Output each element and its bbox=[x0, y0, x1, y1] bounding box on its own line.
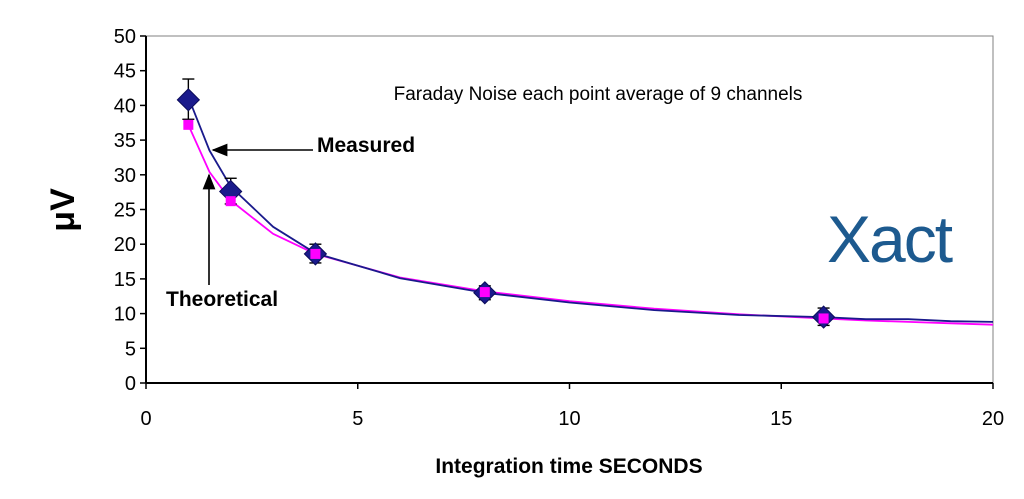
theoretical-point bbox=[310, 248, 321, 259]
theoretical-point bbox=[225, 196, 236, 207]
series-line-measured bbox=[187, 96, 994, 323]
y-tick-label: 10 bbox=[114, 304, 136, 326]
theoretical-point bbox=[479, 287, 490, 298]
series-label-measured: Measured bbox=[317, 134, 415, 157]
xact-logo-text: Xact bbox=[827, 202, 953, 276]
y-tick-label: 35 bbox=[114, 130, 136, 152]
y-tick-label: 30 bbox=[114, 165, 136, 187]
axes bbox=[140, 35, 994, 389]
x-tick-label: 15 bbox=[770, 408, 792, 430]
theoretical-point bbox=[818, 313, 829, 324]
series-layer bbox=[176, 78, 994, 329]
chart-annotation: Faraday Noise each point average of 9 ch… bbox=[394, 84, 803, 105]
x-axis-label: Integration time SECONDS bbox=[435, 455, 702, 478]
x-tick-label: 20 bbox=[982, 408, 1004, 430]
series-label-theoretical: Theoretical bbox=[166, 288, 278, 311]
y-tick-label: 40 bbox=[114, 95, 136, 117]
measured-point bbox=[176, 88, 201, 112]
tick-labels: 0 5 10 15 20 25 30 35 40 45 50 0 5 10 15 20 bbox=[114, 26, 1004, 430]
xact-logo: Xact bbox=[827, 202, 955, 276]
y-tick-label: 45 bbox=[114, 61, 136, 83]
y-tick-label: 15 bbox=[114, 269, 136, 291]
y-tick-label: 50 bbox=[114, 26, 136, 48]
y-tick-label: 0 bbox=[125, 373, 136, 395]
series-line-theoretical bbox=[187, 124, 994, 326]
theoretical-point bbox=[183, 119, 194, 130]
x-tick-label: 5 bbox=[352, 408, 363, 430]
y-axis-label: μV bbox=[44, 188, 82, 232]
x-tick-label: 10 bbox=[558, 408, 580, 430]
y-tick-label: 20 bbox=[114, 234, 136, 256]
x-tick-label: 0 bbox=[140, 408, 151, 430]
y-tick-label: 5 bbox=[125, 338, 136, 360]
y-tick-label: 25 bbox=[114, 200, 136, 222]
